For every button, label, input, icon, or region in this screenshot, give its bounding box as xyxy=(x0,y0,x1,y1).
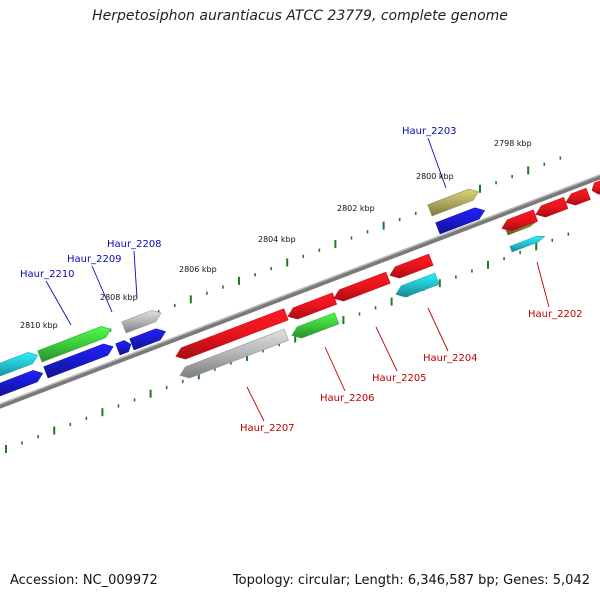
gene-arrow[interactable] xyxy=(287,292,338,320)
bottom-leader-line xyxy=(427,307,449,352)
top-leader-line xyxy=(91,265,113,313)
top-gene-label[interactable]: Haur_2209 xyxy=(67,254,122,265)
gene-arrow[interactable] xyxy=(389,253,434,279)
gene-arrow[interactable] xyxy=(291,312,340,339)
gene-arrow[interactable] xyxy=(179,328,289,379)
gene-arrow[interactable] xyxy=(115,340,132,356)
gene-arrow[interactable] xyxy=(509,235,546,253)
bottom-gene-label[interactable]: Haur_2207 xyxy=(240,423,295,434)
accession-text: Accession: NC_009972 xyxy=(10,573,158,588)
label-leader-lines xyxy=(45,137,550,422)
bottom-gene-label[interactable]: Haur_2202 xyxy=(528,309,583,320)
gene-arrow[interactable] xyxy=(395,272,440,298)
kbp-label: 2798 kbp xyxy=(494,139,532,148)
kbp-label: 2806 kbp xyxy=(179,265,217,274)
gene-arrow[interactable] xyxy=(501,209,538,232)
gene-arrow[interactable] xyxy=(129,328,166,351)
gene-arrow[interactable] xyxy=(333,271,391,302)
bottom-leader-line xyxy=(324,346,346,392)
kbp-label: 2800 kbp xyxy=(416,172,454,181)
gene-arrow[interactable] xyxy=(43,343,114,379)
top-leader-line xyxy=(45,280,72,326)
bottom-leader-line xyxy=(536,261,550,308)
genome-summary-text: Topology: circular; Length: 6,346,587 bp… xyxy=(232,573,590,588)
backbone-line xyxy=(0,174,600,409)
top-gene-label[interactable]: Haur_2208 xyxy=(107,239,162,250)
bottom-gene-label[interactable]: Haur_2206 xyxy=(320,393,375,404)
kbp-label: 2804 kbp xyxy=(258,235,296,244)
bottom-gene-label[interactable]: Haur_2204 xyxy=(423,353,478,364)
gene-arrow[interactable] xyxy=(591,180,600,195)
gene-arrow[interactable] xyxy=(175,308,289,360)
gene-labels: Haur_2203 Haur_2208 Haur_2209 Haur_2210 Haur… xyxy=(20,126,583,434)
backbone-highlight xyxy=(0,174,600,405)
gene-arrows xyxy=(0,180,600,397)
top-gene-label[interactable]: Haur_2210 xyxy=(20,269,75,280)
tick-marks-bottom xyxy=(5,232,570,453)
bottom-leader-line xyxy=(246,386,265,422)
bottom-leader-line xyxy=(375,326,398,372)
bottom-gene-label[interactable]: Haur_2205 xyxy=(372,373,427,384)
gene-arrow[interactable] xyxy=(565,187,591,206)
map-title: Herpetosiphon aurantiacus ATCC 23779, co… xyxy=(92,8,508,24)
top-leader-line xyxy=(427,137,447,189)
kbp-label: 2802 kbp xyxy=(337,204,375,213)
kbp-label: 2810 kbp xyxy=(20,321,58,330)
genome-backbone xyxy=(0,174,600,409)
gene-arrow[interactable] xyxy=(0,352,39,379)
gene-arrow[interactable] xyxy=(0,370,44,397)
gene-arrow[interactable] xyxy=(427,188,479,217)
kbp-label: 2808 kbp xyxy=(100,293,138,302)
gene-arrow[interactable] xyxy=(435,207,486,235)
gene-arrow[interactable] xyxy=(121,310,162,334)
top-gene-label[interactable]: Haur_2203 xyxy=(402,126,457,137)
kbp-labels: 2798 kbp 2800 kbp 2802 kbp 2804 kbp 2806 kbp… xyxy=(20,139,532,330)
gene-arrow[interactable] xyxy=(535,197,569,218)
top-leader-line xyxy=(133,250,138,299)
gene-arrow[interactable] xyxy=(37,326,112,363)
